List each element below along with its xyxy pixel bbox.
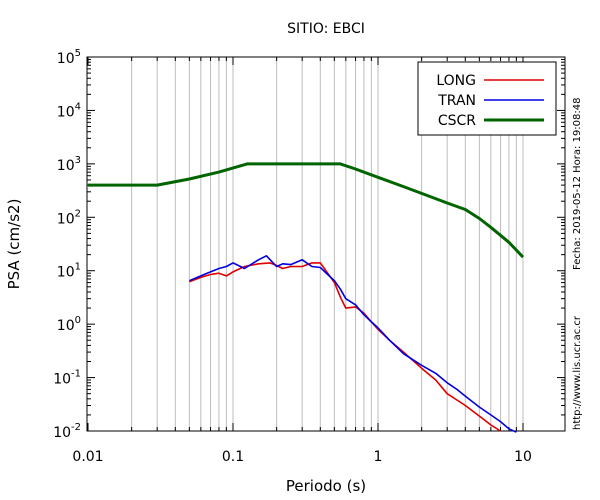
y-tick-labels: 10-2 10-1 100 101 102 103 104 105 xyxy=(53,48,81,441)
y-tick-label: 10-1 xyxy=(53,369,81,388)
axis-ticks xyxy=(87,56,565,432)
y-tick-label: 102 xyxy=(57,208,81,227)
y-axis-label: PSA (cm/s2) xyxy=(5,199,23,290)
y-tick-label: 103 xyxy=(57,155,81,174)
series-line-cscr xyxy=(88,162,525,259)
y-tick-label: 104 xyxy=(57,101,81,120)
plot-frame xyxy=(86,56,566,432)
source-url: http://www.lis.ucr.ac.cr xyxy=(572,315,583,430)
y-tick-label: 100 xyxy=(57,315,81,334)
series-line-long xyxy=(189,262,501,432)
x-tick-label: 0.1 xyxy=(222,449,244,465)
legend-label-cscr: CSCR xyxy=(438,113,476,129)
x-tick-label: 1 xyxy=(374,449,383,465)
legend-label-tran: TRAN xyxy=(437,93,476,109)
x-tick-labels: 0.01 0.1 1 10 xyxy=(72,449,532,465)
legend-label-long: LONG xyxy=(436,73,476,89)
legend: LONG TRAN CSCR xyxy=(417,61,557,136)
timestamp-note: Fecha: 2019-05-12 Hora: 19:08:48 xyxy=(572,98,583,271)
chart-title: SITIO: EBCI xyxy=(287,21,365,37)
x-tick-label: 10 xyxy=(514,449,532,465)
series-layer xyxy=(88,162,525,433)
y-tick-label: 105 xyxy=(57,48,81,67)
legend-box xyxy=(417,61,557,136)
y-tick-label: 101 xyxy=(57,262,81,281)
series-line-tran xyxy=(189,255,517,433)
x-tick-label: 0.01 xyxy=(72,449,103,465)
x-axis-label: Periodo (s) xyxy=(286,477,366,495)
y-tick-label: 10-2 xyxy=(53,422,81,441)
